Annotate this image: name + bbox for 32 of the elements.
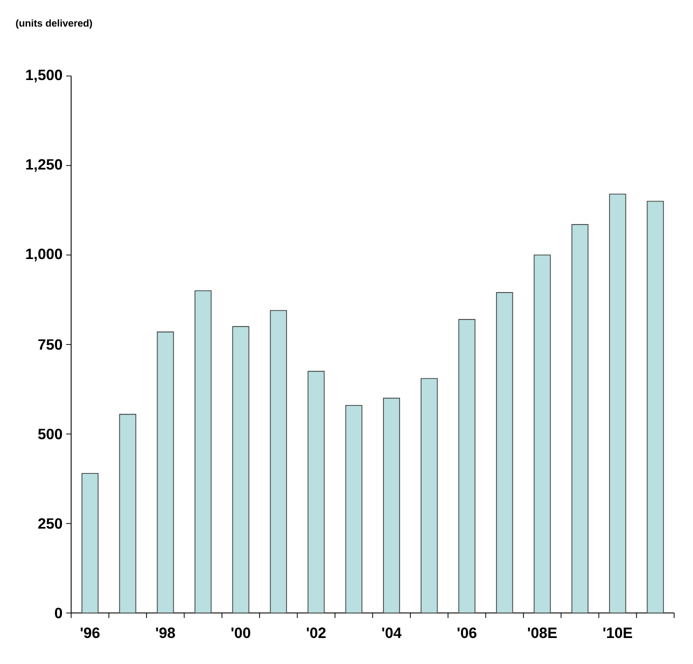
x-tick-label: '04 bbox=[382, 628, 402, 638]
bar bbox=[194, 290, 212, 614]
x-tick-label: '96 bbox=[80, 628, 100, 638]
bar bbox=[458, 319, 476, 614]
bar bbox=[420, 378, 438, 614]
y-tick-label: 250 bbox=[38, 518, 62, 529]
bar bbox=[383, 398, 400, 614]
bar bbox=[345, 404, 362, 614]
bar bbox=[646, 200, 664, 614]
bar bbox=[270, 310, 287, 614]
y-tick-label: 750 bbox=[38, 339, 62, 350]
x-tick-label: '98 bbox=[156, 628, 176, 638]
bar bbox=[82, 472, 99, 614]
y-tick-label: 0 bbox=[54, 608, 62, 618]
bar bbox=[232, 326, 250, 614]
bar bbox=[308, 370, 325, 614]
y-tick-label: 1,250 bbox=[26, 159, 62, 172]
y-tick-label: 1,000 bbox=[26, 248, 62, 262]
bar bbox=[609, 194, 626, 614]
x-tick-label: '10E bbox=[603, 628, 632, 638]
x-tick-label: '00 bbox=[231, 628, 250, 638]
bar bbox=[496, 292, 514, 614]
x-tick-label: '02 bbox=[306, 628, 326, 638]
x-tick-label: '08E bbox=[528, 628, 557, 638]
y-axis-title: (units delivered) bbox=[16, 19, 92, 29]
bar bbox=[119, 414, 136, 614]
bar bbox=[571, 224, 588, 614]
bar bbox=[156, 332, 174, 614]
x-tick-label: '06 bbox=[458, 628, 476, 638]
y-tick-label: 1,500 bbox=[26, 70, 62, 82]
bar bbox=[534, 254, 551, 614]
y-tick-label: 500 bbox=[38, 428, 62, 440]
